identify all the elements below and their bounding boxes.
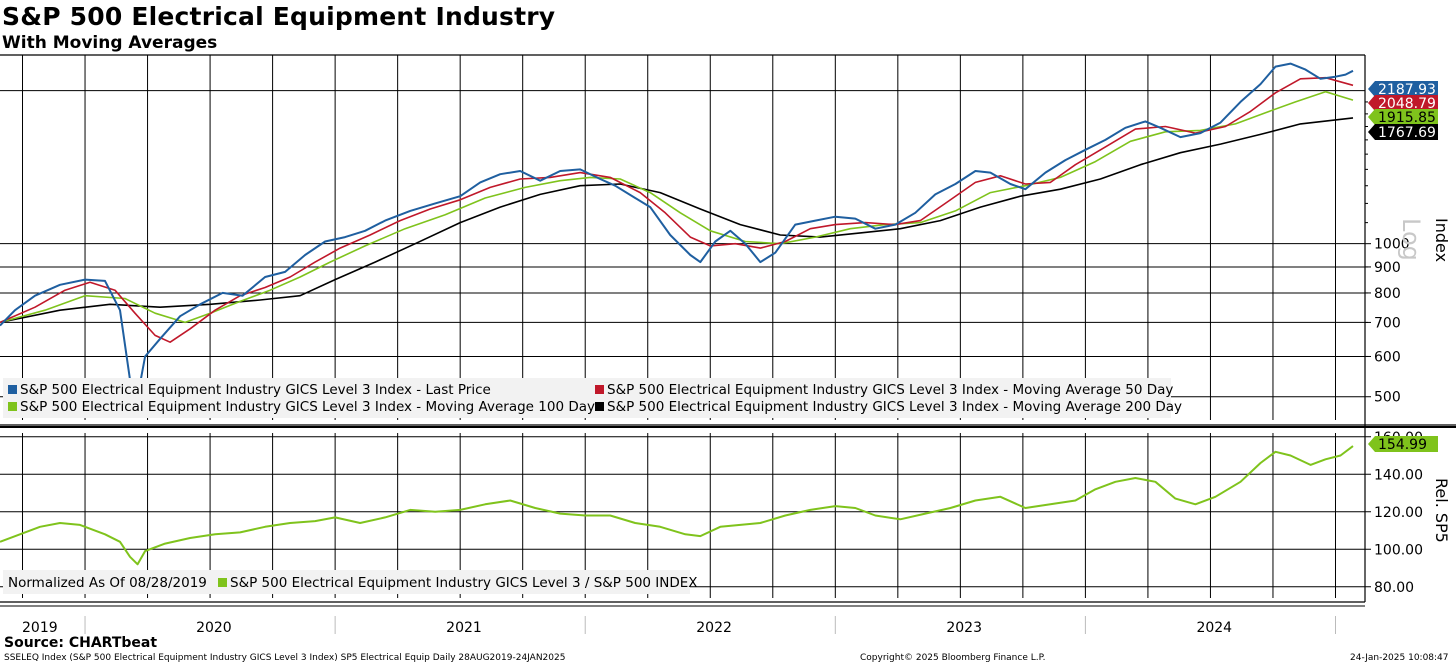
- footer-index-note: SSELEQ Index (S&P 500 Electrical Equipme…: [4, 653, 566, 663]
- legend-label-last: S&P 500 Electrical Equipment Industry GI…: [20, 382, 491, 398]
- series-line-rel: [0, 445, 1354, 566]
- legend-swatch-ma100: [8, 402, 17, 411]
- yaxis-label-index: Index: [1432, 218, 1451, 262]
- legend-swatch-ma50: [595, 385, 604, 394]
- legend-top-box: [3, 378, 1171, 418]
- series-line-last: [0, 62, 1354, 398]
- value-tag-ma100: 1915.85: [1378, 110, 1436, 126]
- legend-swatch-ma200: [595, 402, 604, 411]
- value-tag-last: 2187.93: [1378, 82, 1436, 98]
- value-tag-rel-bg: [1368, 436, 1438, 452]
- xtick-year-2019: 2019: [22, 620, 58, 636]
- ytick-bottom-label-140: 140.00: [1374, 467, 1423, 483]
- xtick-year-2020: 2020: [196, 620, 232, 636]
- legend-swatch-rel: [218, 578, 227, 587]
- ytick-bottom-label-120: 120.00: [1374, 505, 1423, 521]
- series-line-ma100: [0, 90, 1354, 324]
- yaxis-scale-log: Log: [1397, 218, 1425, 261]
- xtick-year-2023: 2023: [946, 620, 982, 636]
- series-line-ma200: [0, 117, 1354, 324]
- value-tag-ma50: 2048.79: [1378, 96, 1436, 112]
- ytick-label-900: 900: [1374, 260, 1401, 276]
- legend-label-ma200: S&P 500 Electrical Equipment Industry GI…: [607, 399, 1182, 415]
- ytick-bottom-label-100: 100.00: [1374, 542, 1423, 558]
- value-tag-last-bg: [1368, 81, 1438, 97]
- series-line-ma50: [0, 76, 1354, 343]
- xtick-year-2021: 2021: [446, 620, 482, 636]
- ytick-label-500: 500: [1374, 390, 1401, 406]
- value-tag-ma100-bg: [1368, 109, 1438, 125]
- ytick-label-1000: 1000: [1374, 237, 1410, 253]
- xtick-year-2024: 2024: [1196, 620, 1232, 636]
- chart-title: S&P 500 Electrical Equipment Industry: [2, 2, 556, 31]
- legend-swatch-last: [8, 385, 17, 394]
- ytick-label-700: 700: [1374, 315, 1401, 331]
- xtick-year-2022: 2022: [696, 620, 732, 636]
- legend-label-ma100: S&P 500 Electrical Equipment Industry GI…: [20, 399, 595, 415]
- legend-bottom-box: [3, 570, 690, 594]
- source-note: Source: CHARTbeat: [4, 635, 158, 651]
- value-tag-ma200-bg: [1368, 124, 1438, 140]
- value-tag-ma200: 1767.69: [1378, 125, 1436, 141]
- ytick-bottom-label-80: 80.00: [1374, 580, 1414, 596]
- chart-subtitle: With Moving Averages: [2, 33, 218, 53]
- value-tag-ma50-bg: [1368, 95, 1438, 111]
- yaxis-label-rel: Rel. SP5: [1432, 478, 1451, 543]
- footer-timestamp: 24-Jan-2025 10:08:47: [1350, 653, 1449, 663]
- legend-label-rel: S&P 500 Electrical Equipment Industry GI…: [230, 575, 698, 591]
- ytick-label-800: 800: [1374, 286, 1401, 302]
- footer-copyright: Copyright© 2025 Bloomberg Finance L.P.: [860, 653, 1046, 663]
- value-tag-rel: 154.99: [1378, 437, 1427, 453]
- ytick-label-600: 600: [1374, 349, 1401, 365]
- legend-normalized-note: Normalized As Of 08/28/2019: [8, 575, 207, 591]
- legend-label-ma50: S&P 500 Electrical Equipment Industry GI…: [607, 382, 1173, 398]
